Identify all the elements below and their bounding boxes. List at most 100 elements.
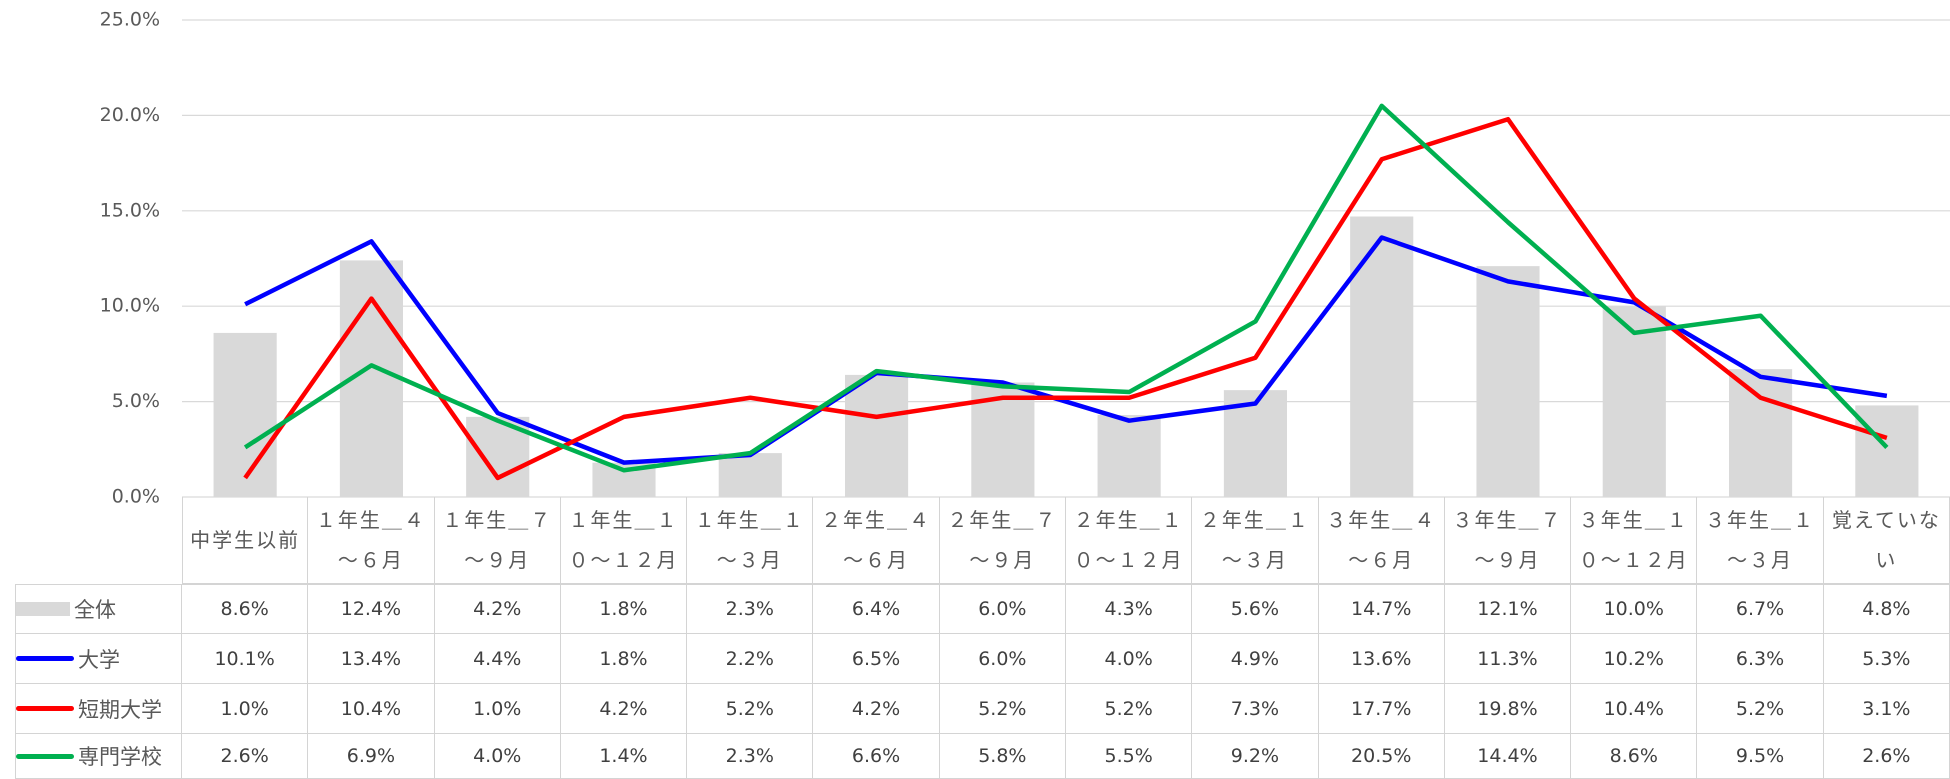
data-label: 19.8% xyxy=(1444,684,1572,734)
bar xyxy=(1729,369,1793,497)
data-label: 6.4% xyxy=(813,584,940,634)
category-label: ３年生＿４～６月 xyxy=(1318,497,1445,584)
bar xyxy=(718,453,782,497)
data-label: 2.6% xyxy=(182,734,309,779)
data-label: 1.0% xyxy=(434,684,561,734)
data-label: 12.1% xyxy=(1444,584,1572,634)
data-label: 5.2% xyxy=(687,684,814,734)
data-label: 4.2% xyxy=(434,584,561,634)
legend-entry: 専門学校 xyxy=(15,734,182,779)
category-label: ３年生＿１～３月 xyxy=(1697,497,1824,584)
data-label: 1.8% xyxy=(560,584,688,634)
legend-label: 全体 xyxy=(74,598,116,622)
data-label: 20.5% xyxy=(1318,734,1445,779)
data-label: 1.8% xyxy=(560,634,688,684)
data-label: 4.3% xyxy=(1066,584,1193,634)
bar xyxy=(213,332,277,497)
legend-label: 専門学校 xyxy=(78,745,162,769)
y-tick-label: 10.0% xyxy=(100,295,160,317)
data-label: 1.0% xyxy=(182,684,309,734)
data-label: 8.6% xyxy=(182,584,309,634)
data-label: 13.4% xyxy=(308,634,435,684)
bar xyxy=(845,374,909,497)
data-label: 8.6% xyxy=(1571,734,1698,779)
data-label: 10.4% xyxy=(1571,684,1698,734)
y-tick-label: 5.0% xyxy=(112,390,160,412)
legend-entry: 全体 xyxy=(15,584,182,634)
data-label: 10.1% xyxy=(182,634,309,684)
data-label: 5.6% xyxy=(1192,584,1319,634)
data-label: 17.7% xyxy=(1318,684,1445,734)
data-label: 2.6% xyxy=(1823,734,1950,779)
legend-entry: 短期大学 xyxy=(15,684,182,734)
data-label: 6.9% xyxy=(308,734,435,779)
legend-key xyxy=(16,602,70,616)
legend-label: 大学 xyxy=(78,647,120,672)
category-label: １年生＿７～９月 xyxy=(434,497,561,584)
data-label: 6.5% xyxy=(813,634,940,684)
data-label: 5.8% xyxy=(939,734,1066,779)
line xyxy=(243,103,1889,473)
data-label: 7.3% xyxy=(1192,684,1319,734)
category-label: 中学生以前 xyxy=(182,497,309,584)
category-label: １年生＿４～６月 xyxy=(308,497,435,584)
category-label: 覚えていない xyxy=(1823,497,1950,584)
data-label: 2.3% xyxy=(687,584,814,634)
legend-key xyxy=(16,706,74,711)
bar xyxy=(1097,414,1161,497)
data-label: 10.2% xyxy=(1571,634,1698,684)
data-label: 5.2% xyxy=(939,684,1066,734)
data-label: 13.6% xyxy=(1318,634,1445,684)
data-label: 9.5% xyxy=(1697,734,1824,779)
data-label: 9.2% xyxy=(1192,734,1319,779)
data-label: 11.3% xyxy=(1444,634,1572,684)
category-label: １年生＿１～３月 xyxy=(687,497,814,584)
data-label: 4.2% xyxy=(813,684,940,734)
data-label: 4.0% xyxy=(1066,634,1193,684)
data-label: 6.7% xyxy=(1697,584,1824,634)
data-label: 1.4% xyxy=(560,734,688,779)
data-label: 14.7% xyxy=(1318,584,1445,634)
data-label: 4.2% xyxy=(560,684,688,734)
legend-label: 短期大学 xyxy=(78,697,162,722)
data-label: 3.1% xyxy=(1823,684,1950,734)
y-tick-label: 25.0% xyxy=(100,9,160,31)
data-label: 12.4% xyxy=(308,584,435,634)
line xyxy=(243,116,1888,481)
category-label: ２年生＿４～６月 xyxy=(813,497,940,584)
y-tick-label: 15.0% xyxy=(100,199,160,221)
data-label: 6.0% xyxy=(939,584,1066,634)
data-label: 2.3% xyxy=(687,734,814,779)
data-label: 6.3% xyxy=(1697,634,1824,684)
data-label: 14.4% xyxy=(1444,734,1572,779)
bar xyxy=(1855,405,1919,497)
data-label: 5.5% xyxy=(1066,734,1193,779)
category-label: ３年生＿１０～１２月 xyxy=(1571,497,1698,584)
legend-entry: 大学 xyxy=(15,634,182,684)
category-label: ２年生＿７～９月 xyxy=(939,497,1066,584)
category-label: １年生＿１０～１２月 xyxy=(560,497,688,584)
legend-key xyxy=(16,656,74,661)
bar xyxy=(1350,216,1414,498)
data-label: 10.4% xyxy=(308,684,435,734)
data-label: 4.4% xyxy=(434,634,561,684)
data-label: 4.8% xyxy=(1823,584,1950,634)
data-label: 4.9% xyxy=(1192,634,1319,684)
data-label: 5.2% xyxy=(1697,684,1824,734)
line xyxy=(244,235,1888,465)
bar xyxy=(1476,266,1540,497)
category-label: ２年生＿１～３月 xyxy=(1192,497,1319,584)
data-label: 5.3% xyxy=(1823,634,1950,684)
data-label: 2.2% xyxy=(687,634,814,684)
category-label: ３年生＿７～９月 xyxy=(1444,497,1572,584)
legend-key xyxy=(16,753,74,759)
y-tick-label: 0.0% xyxy=(112,486,160,508)
data-label: 4.0% xyxy=(434,734,561,779)
category-label: ２年生＿１０～１２月 xyxy=(1066,497,1193,584)
data-label: 5.2% xyxy=(1066,684,1193,734)
data-label: 6.6% xyxy=(813,734,940,779)
bar xyxy=(1602,306,1666,497)
data-label: 6.0% xyxy=(939,634,1066,684)
